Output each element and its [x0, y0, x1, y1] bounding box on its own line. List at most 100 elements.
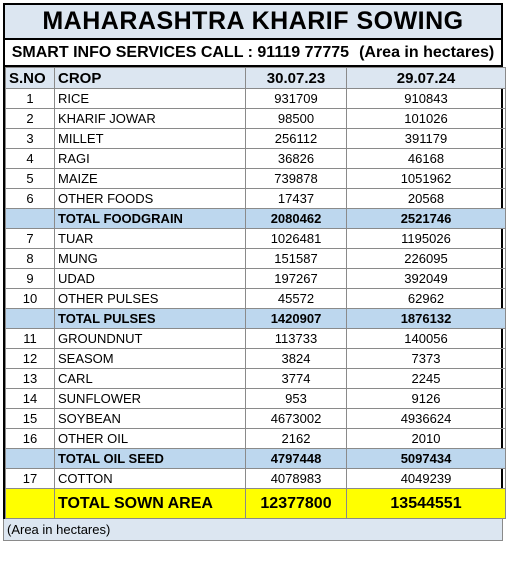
cell-value-2024: 2010: [346, 428, 506, 449]
cell-value-2023: 197267: [245, 268, 347, 289]
units-note: (Area in hectares): [359, 43, 495, 61]
cell-value-2023: 2080462: [245, 208, 347, 229]
cell-crop: TOTAL SOWN AREA: [54, 488, 246, 519]
cell-sno: 12: [5, 348, 55, 369]
table-row: 7 TUAR 1026481 1195026: [5, 228, 506, 249]
cell-sno: 6: [5, 188, 55, 209]
cell-value-2023: 98500: [245, 108, 347, 129]
cell-crop: TOTAL OIL SEED: [54, 448, 246, 469]
cell-value-2024: 101026: [346, 108, 506, 129]
cell-sno: 11: [5, 328, 55, 349]
cell-crop: OTHER FOODS: [54, 188, 246, 209]
cell-value-2024: 13544551: [346, 488, 506, 519]
cell-value-2023: 36826: [245, 148, 347, 169]
cell-value-2024: 226095: [346, 248, 506, 269]
cell-value-2023: 4797448: [245, 448, 347, 469]
cell-sno: [5, 488, 55, 519]
cell-value-2024: 4049239: [346, 468, 506, 489]
cell-value-2024: 1876132: [346, 308, 506, 329]
subtotal-row: TOTAL FOODGRAIN 2080462 2521746: [5, 208, 506, 229]
cell-sno: 14: [5, 388, 55, 409]
subtotal-row: TOTAL OIL SEED 4797448 5097434: [5, 448, 506, 469]
table-row: 9 UDAD 197267 392049: [5, 268, 506, 289]
cell-value-2024: 2521746: [346, 208, 506, 229]
cell-value-2024: 4936624: [346, 408, 506, 429]
cell-value-2023: 931709: [245, 88, 347, 109]
cell-value-2023: 17437: [245, 188, 347, 209]
cell-sno: 1: [5, 88, 55, 109]
page-title: MAHARASHTRA KHARIF SOWING: [3, 3, 503, 40]
table-row: 15 SOYBEAN 4673002 4936624: [5, 408, 506, 429]
cell-sno: 17: [5, 468, 55, 489]
table-row: 5 MAIZE 739878 1051962: [5, 168, 506, 189]
cell-value-2023: 1026481: [245, 228, 347, 249]
cell-sno: 4: [5, 148, 55, 169]
cell-sno: [5, 308, 55, 329]
table-body: 1 RICE 931709 910843 2 KHARIF JOWAR 98500 10102…: [5, 88, 506, 519]
cell-value-2024: 9126: [346, 388, 506, 409]
cell-value-2023: 12377800: [245, 488, 347, 519]
sowing-table: S.NO CROP 30.07.23 29.07.24 1 RICE 931709 9…: [5, 67, 506, 519]
table-row: 2 KHARIF JOWAR 98500 101026: [5, 108, 506, 129]
cell-sno: 2: [5, 108, 55, 129]
cell-sno: 5: [5, 168, 55, 189]
cell-value-2023: 3774: [245, 368, 347, 389]
cell-crop: OTHER OIL: [54, 428, 246, 449]
cell-crop: MUNG: [54, 248, 246, 269]
cell-value-2024: 5097434: [346, 448, 506, 469]
cell-value-2024: 46168: [346, 148, 506, 169]
cell-value-2024: 1195026: [346, 228, 506, 249]
cell-crop: MILLET: [54, 128, 246, 149]
cell-value-2023: 4673002: [245, 408, 347, 429]
cell-value-2024: 910843: [346, 88, 506, 109]
header-crop: CROP: [54, 67, 246, 89]
cell-value-2023: 1420907: [245, 308, 347, 329]
header-date-2: 29.07.24: [346, 67, 506, 89]
header-sno: S.NO: [5, 67, 55, 89]
cell-crop: UDAD: [54, 268, 246, 289]
table-row: 4 RAGI 36826 46168: [5, 148, 506, 169]
cell-crop: TOTAL FOODGRAIN: [54, 208, 246, 229]
cell-sno: 7: [5, 228, 55, 249]
cell-value-2024: 2245: [346, 368, 506, 389]
table-wrapper: S.NO CROP 30.07.23 29.07.24 1 RICE 931709 9…: [3, 67, 506, 519]
table-row: 6 OTHER FOODS 17437 20568: [5, 188, 506, 209]
footer-note: (Area in hectares): [3, 519, 503, 541]
cell-value-2023: 3824: [245, 348, 347, 369]
helpline-text: SMART INFO SERVICES CALL : 91119 77775: [11, 43, 350, 61]
cell-value-2023: 739878: [245, 168, 347, 189]
table-row: 14 SUNFLOWER 953 9126: [5, 388, 506, 409]
cell-crop: CARL: [54, 368, 246, 389]
cell-sno: 15: [5, 408, 55, 429]
cell-crop: OTHER PULSES: [54, 288, 246, 309]
cell-value-2024: 391179: [346, 128, 506, 149]
cell-value-2023: 113733: [245, 328, 347, 349]
cell-crop: RICE: [54, 88, 246, 109]
cell-value-2023: 2162: [245, 428, 347, 449]
cell-sno: 16: [5, 428, 55, 449]
cell-sno: 8: [5, 248, 55, 269]
table-row: 17 COTTON 4078983 4049239: [5, 468, 506, 489]
table-row: 3 MILLET 256112 391179: [5, 128, 506, 149]
cell-sno: 9: [5, 268, 55, 289]
table-row: 8 MUNG 151587 226095: [5, 248, 506, 269]
cell-value-2023: 256112: [245, 128, 347, 149]
table-row: 1 RICE 931709 910843: [5, 88, 506, 109]
cell-crop: TOTAL PULSES: [54, 308, 246, 329]
cell-value-2023: 4078983: [245, 468, 347, 489]
sowing-sheet: MAHARASHTRA KHARIF SOWING SMART INFO SER…: [3, 3, 506, 541]
header-row: S.NO CROP 30.07.23 29.07.24: [5, 67, 506, 89]
cell-sno: [5, 208, 55, 229]
table-row: 12 SEASOM 3824 7373: [5, 348, 506, 369]
cell-crop: GROUNDNUT: [54, 328, 246, 349]
cell-value-2023: 953: [245, 388, 347, 409]
table-row: 11 GROUNDNUT 113733 140056: [5, 328, 506, 349]
subtotal-row: TOTAL PULSES 1420907 1876132: [5, 308, 506, 329]
table-row: 13 CARL 3774 2245: [5, 368, 506, 389]
cell-sno: 13: [5, 368, 55, 389]
cell-crop: SOYBEAN: [54, 408, 246, 429]
cell-value-2024: 62962: [346, 288, 506, 309]
cell-crop: MAIZE: [54, 168, 246, 189]
cell-value-2024: 7373: [346, 348, 506, 369]
table-row: 16 OTHER OIL 2162 2010: [5, 428, 506, 449]
